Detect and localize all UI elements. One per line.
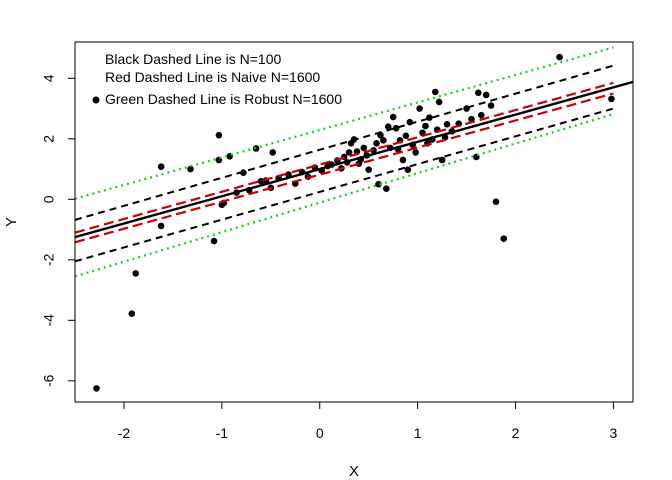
black-band-lower	[75, 107, 614, 263]
data-point	[482, 91, 490, 99]
y-tick-label: 4	[41, 74, 57, 82]
plot-area	[75, 46, 633, 392]
x-tick-label: -1	[216, 425, 229, 441]
x-tick-label: -2	[118, 425, 131, 441]
data-point	[389, 113, 397, 121]
data-point	[500, 235, 508, 242]
data-point	[365, 166, 372, 173]
data-point	[392, 124, 400, 132]
green-band-lower	[75, 112, 614, 278]
y-tick-label: -2	[41, 253, 57, 266]
x-tick-label: 2	[512, 425, 520, 441]
data-point	[373, 140, 380, 147]
y-tick-label: -6	[41, 374, 57, 387]
data-point	[443, 120, 451, 128]
black-band-upper	[75, 64, 614, 221]
legend-entry-red: Red Dashed Line is Naive N=1600	[105, 69, 320, 85]
red-band-upper	[75, 81, 614, 234]
data-point	[360, 144, 368, 152]
data-point	[210, 237, 218, 245]
data-point	[384, 123, 392, 131]
data-point	[416, 105, 423, 112]
data-point	[375, 180, 382, 188]
fit-line	[75, 80, 633, 239]
data-point	[422, 122, 429, 130]
data-point	[431, 88, 439, 96]
data-point	[380, 137, 387, 144]
data-point	[383, 185, 390, 193]
data-point	[345, 149, 353, 156]
data-point	[438, 156, 446, 164]
data-point	[132, 270, 139, 277]
data-point	[477, 111, 485, 119]
data-point	[492, 198, 500, 206]
x-axis-title: X	[349, 463, 359, 480]
data-point	[128, 310, 136, 317]
data-point	[435, 98, 443, 106]
data-point	[215, 131, 223, 139]
data-point	[608, 95, 615, 103]
legend: Black Dashed Line is N=100 Red Dashed Li…	[92, 51, 342, 107]
x-tick-label: 0	[316, 425, 324, 441]
data-point	[269, 149, 277, 156]
data-point	[240, 169, 247, 176]
data-point	[402, 132, 410, 140]
legend-entry-green: Green Dashed Line is Robust N=1600	[105, 91, 342, 107]
data-point	[187, 165, 194, 173]
data-point	[399, 156, 407, 164]
y-axis: -6 -4 -2 0 2 4	[41, 74, 76, 387]
x-axis: -2 -1 0 1 2 3	[118, 401, 618, 441]
legend-point-marker	[92, 96, 100, 104]
data-point	[93, 385, 100, 392]
data-point	[487, 102, 495, 109]
legend-entry-black: Black Dashed Line is N=100	[105, 51, 281, 67]
data-point	[404, 166, 412, 173]
y-tick-label: 2	[41, 135, 57, 143]
x-tick-label: 3	[610, 425, 618, 441]
y-tick-label: -4	[41, 314, 57, 327]
red-band-lower	[75, 92, 614, 244]
y-axis-title: Y	[3, 217, 20, 227]
data-point	[475, 89, 482, 97]
data-point	[412, 149, 419, 156]
data-point	[157, 222, 165, 230]
x-tick-label: 1	[414, 425, 422, 441]
y-tick-label: 0	[41, 195, 57, 203]
data-point	[556, 53, 563, 61]
data-point	[157, 163, 165, 170]
